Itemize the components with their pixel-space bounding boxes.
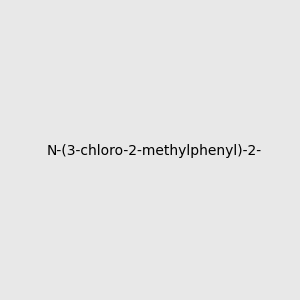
Text: N-(3-chloro-2-methylphenyl)-2-: N-(3-chloro-2-methylphenyl)-2- — [46, 145, 261, 158]
